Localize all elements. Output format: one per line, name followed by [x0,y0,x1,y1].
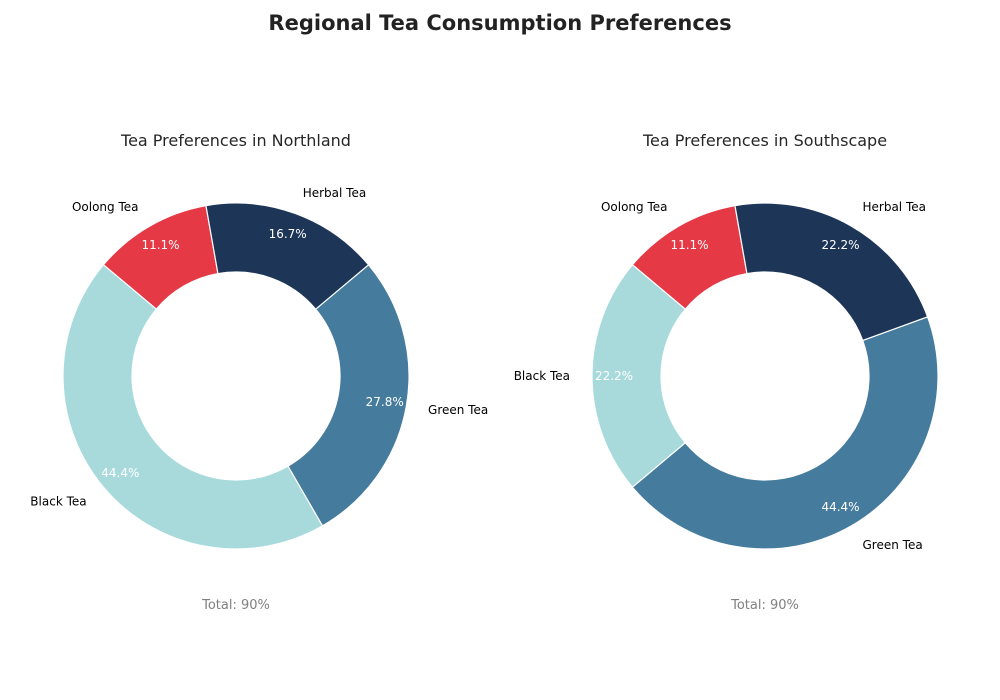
slice-black-tea [591,263,687,489]
chart-title: Tea Preferences in Southscape [642,131,887,150]
donut-chart-southscape: Tea Preferences in Southscape 11.1% Oolon… [514,131,939,613]
percent-label-black-tea: 44.4% [101,466,139,480]
category-label-green-tea: Green Tea [863,538,923,552]
percent-label-herbal-tea: 22.2% [821,238,859,252]
slice-group [591,202,939,550]
percent-label-herbal-tea: 16.7% [269,227,307,241]
percent-label-oolong-tea: 11.1% [670,238,708,252]
category-label-herbal-tea: Herbal Tea [863,200,927,214]
percent-label-green-tea: 27.8% [366,395,404,409]
percent-label-green-tea: 44.4% [821,500,859,514]
label-group: 11.1% Oolong Tea 44.4% Black Tea 27.8% Green … [30,186,488,509]
category-label-oolong-tea: Oolong Tea [601,200,668,214]
slice-herbal-tea [734,202,929,342]
slice-green-tea [631,316,939,550]
slice-herbal-tea [205,202,370,310]
category-label-green-tea: Green Tea [428,403,488,417]
chart-title: Tea Preferences in Northland [120,131,351,150]
percent-label-oolong-tea: 11.1% [141,238,179,252]
figure-title: Regional Tea Consumption Preferences [268,11,731,35]
percent-label-black-tea: 22.2% [595,369,633,383]
category-label-herbal-tea: Herbal Tea [303,186,367,200]
total-label: Total: 90% [730,598,799,613]
donut-chart-northland: Tea Preferences in Northland 11.1% Oolong… [30,131,488,613]
total-label: Total: 90% [201,598,270,613]
slice-black-tea [62,263,324,550]
category-label-black-tea: Black Tea [514,369,570,383]
slice-group [62,202,410,550]
category-label-black-tea: Black Tea [30,494,86,508]
category-label-oolong-tea: Oolong Tea [72,200,139,214]
slice-green-tea [287,263,410,527]
label-group: 11.1% Oolong Tea 22.2% Black Tea 44.4% Green … [514,200,926,552]
